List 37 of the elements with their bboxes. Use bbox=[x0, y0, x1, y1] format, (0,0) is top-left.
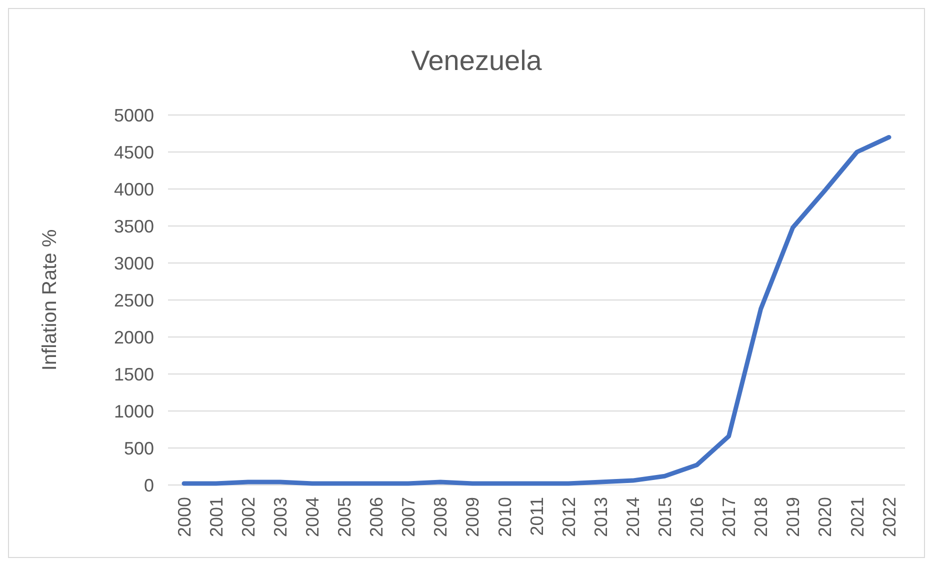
x-tick-label: 2018 bbox=[751, 497, 772, 538]
y-tick-label: 4500 bbox=[114, 142, 154, 162]
y-tick-label: 4000 bbox=[114, 179, 154, 200]
y-tick-label: 500 bbox=[124, 438, 154, 458]
y-tick-label: 5000 bbox=[114, 105, 154, 126]
x-tick-label: 2010 bbox=[494, 497, 515, 538]
x-tick-label: 2021 bbox=[847, 497, 868, 538]
y-tick-label: 3500 bbox=[114, 216, 154, 236]
x-tick-label: 2007 bbox=[398, 497, 419, 538]
x-tick-label: 2013 bbox=[590, 497, 611, 538]
x-tick-label: 2004 bbox=[302, 497, 322, 538]
y-tick-label: 1500 bbox=[114, 364, 154, 384]
y-tick-label: 1000 bbox=[114, 401, 154, 422]
line-series bbox=[182, 134, 892, 486]
x-tick-label: 2009 bbox=[462, 497, 483, 538]
y-tick-label: 2500 bbox=[114, 290, 154, 310]
x-tick-label: 2014 bbox=[622, 497, 643, 538]
x-tick-label: 2005 bbox=[334, 497, 355, 538]
y-tick-label: 0 bbox=[144, 475, 154, 496]
x-tick-label: 2002 bbox=[238, 497, 258, 538]
x-tick-label: 2006 bbox=[366, 497, 387, 538]
chart-title: Venezuela bbox=[411, 45, 542, 76]
x-tick-label: 2017 bbox=[719, 497, 740, 538]
x-tick-label: 2012 bbox=[558, 497, 579, 538]
x-tick-label: 2001 bbox=[206, 497, 226, 538]
x-tick-label: 2022 bbox=[879, 497, 900, 538]
y-tick-label: 2000 bbox=[114, 327, 154, 348]
y-axis-title: Inflation Rate % bbox=[39, 229, 61, 371]
x-tick-label: 2020 bbox=[815, 497, 836, 538]
x-tick-label: 2000 bbox=[174, 497, 194, 538]
x-tick-label: 2008 bbox=[430, 497, 451, 538]
x-tick-label: 2019 bbox=[783, 497, 804, 538]
x-tick-label: 2016 bbox=[687, 497, 708, 538]
x-tick-label: 2003 bbox=[270, 497, 290, 538]
x-tick-label: 2011 bbox=[526, 497, 547, 536]
y-tick-label: 3000 bbox=[114, 253, 154, 274]
x-tick-label: 2015 bbox=[654, 497, 675, 538]
